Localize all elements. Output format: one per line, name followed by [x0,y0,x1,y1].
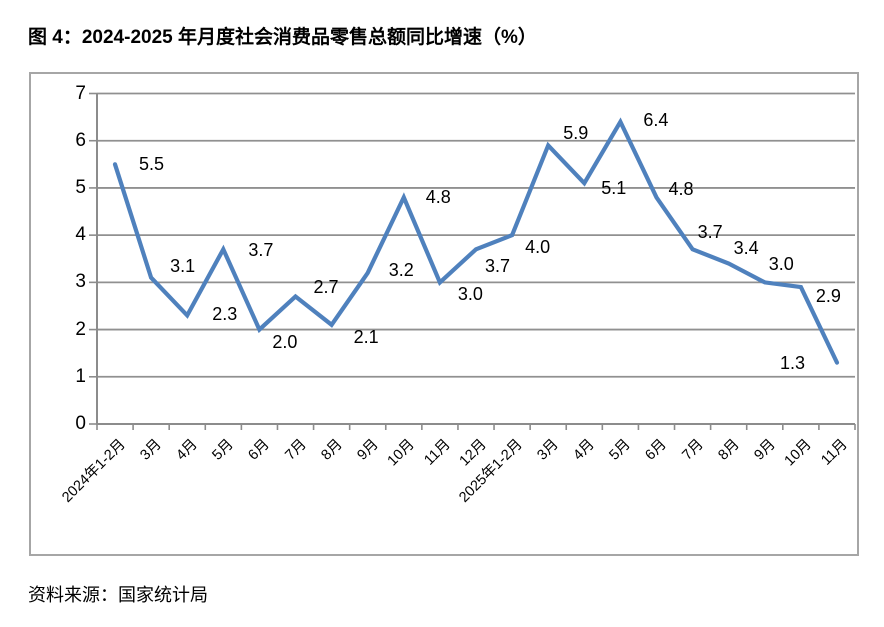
data-label: 4.0 [525,237,551,258]
y-axis-tick-label: 1 [75,365,86,387]
data-label: 5.5 [139,154,165,175]
y-axis-tick-label: 6 [75,129,86,151]
data-label: 3.7 [485,256,511,277]
y-axis-tick-label: 4 [75,224,86,246]
data-label: 5.9 [563,123,589,144]
y-axis-tick-label: 3 [75,271,86,293]
data-label: 3.2 [388,259,414,280]
data-label: 4.8 [425,187,451,208]
data-label: 3.7 [248,240,274,261]
data-label: 2.1 [353,326,379,347]
y-axis-tick-label: 5 [75,176,86,198]
data-label: 2.7 [313,276,339,297]
data-label: 3.7 [697,222,723,243]
figure-title: 图 4：2024-2025 年月度社会消费品零售总额同比增速（%） [28,27,537,48]
data-label: 4.8 [668,179,694,200]
chart-area: 0 1 2 3 4 5 6 7 2024年1-2月 3月 4月 5月 6月 7月 8月 9月 10月 11月 12月… [29,72,859,556]
data-label: 3.0 [768,254,794,275]
data-label: 2.9 [815,286,841,307]
data-label: 1.3 [779,352,805,373]
data-label: 3.4 [733,238,759,259]
y-axis-tick-label: 7 [75,82,86,104]
y-axis-tick-label: 0 [75,413,86,434]
data-label: 3.1 [170,255,196,276]
data-label: 6.4 [643,109,669,130]
data-label: 3.0 [457,284,483,305]
chart-border [29,72,859,556]
line-chart-svg [29,72,859,556]
data-label: 2.3 [212,304,238,325]
series-line [112,117,840,365]
source-note: 资料来源：国家统计局 [28,585,208,605]
y-axis-tick-label: 2 [75,318,86,340]
data-label: 2.0 [272,331,298,352]
data-label: 5.1 [601,178,627,199]
